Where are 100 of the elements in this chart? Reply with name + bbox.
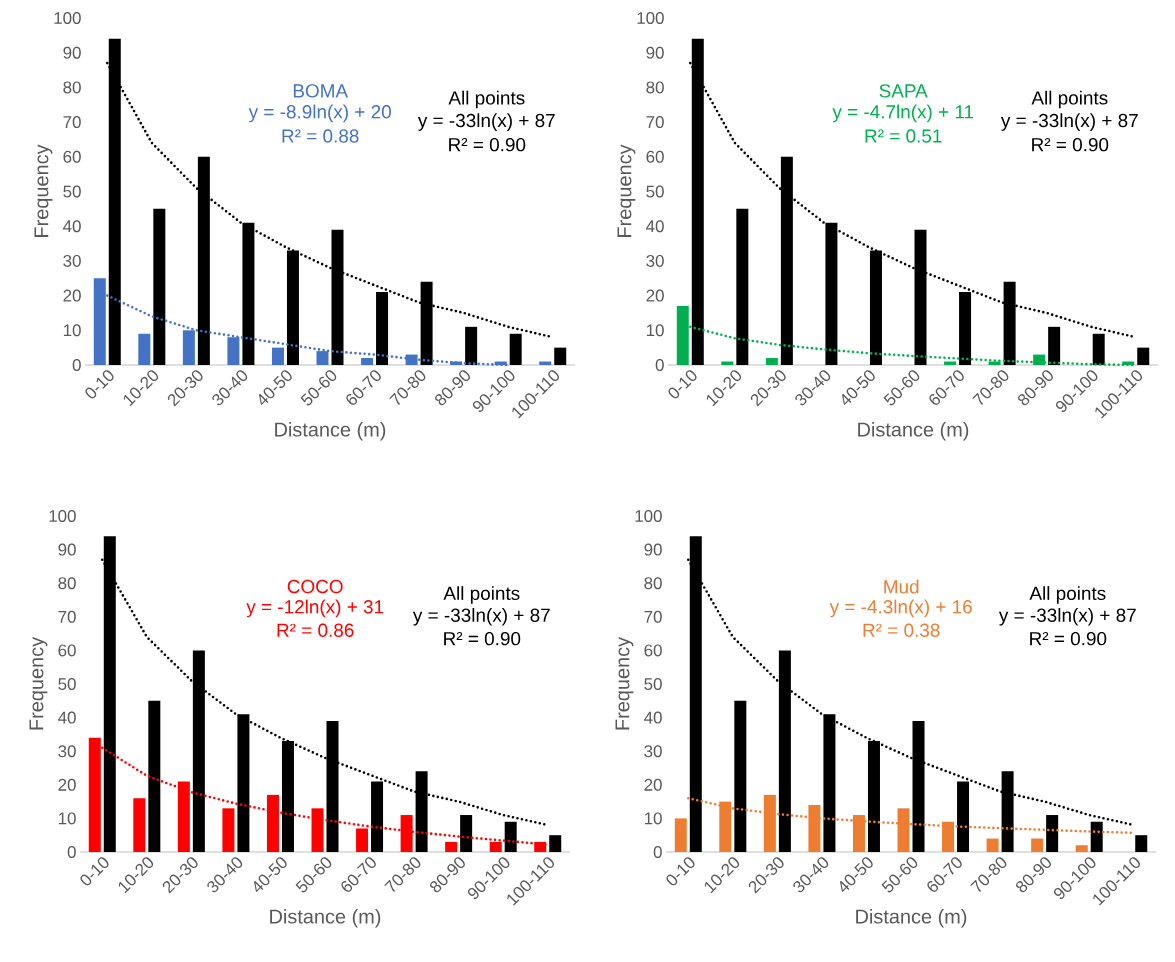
y-tick-label: 10	[58, 812, 76, 825]
y-tick-label: 80	[58, 577, 76, 590]
x-axis-title: Distance (m)	[275, 421, 386, 441]
annotation: y = -33ln(x) + 87	[412, 607, 550, 626]
y-tick-label: 100	[635, 510, 662, 522]
y-tick-label: 70	[646, 116, 664, 129]
bar	[986, 838, 999, 852]
annotation: y = -8.9ln(x) + 20	[248, 104, 391, 123]
y-tick-label: 10	[646, 324, 664, 337]
y-axis-title: Frequency	[615, 636, 634, 730]
bar	[133, 798, 146, 852]
y-tick-label: 90	[58, 543, 76, 556]
y-tick-label: 30	[63, 254, 81, 267]
y-tick-label: 40	[646, 220, 664, 233]
bar	[674, 818, 687, 852]
y-tick-label: 70	[63, 116, 81, 129]
bar	[1135, 835, 1148, 852]
y-tick-label: 60	[63, 150, 81, 163]
bar	[504, 821, 517, 852]
bar	[1075, 845, 1088, 852]
bar	[736, 208, 749, 365]
y-tick-label: 0	[653, 846, 662, 858]
y-tick-label: 100	[49, 510, 76, 522]
bar	[549, 835, 562, 852]
bar	[1048, 326, 1061, 365]
text: SAPA	[879, 84, 928, 98]
annotation: R² = 0.51	[865, 129, 942, 143]
annotation: y = -4.7ln(x) + 11	[832, 104, 974, 123]
bar	[148, 700, 161, 852]
y-tick-label: 20	[63, 289, 81, 302]
bar	[460, 815, 473, 852]
bar	[1031, 838, 1044, 852]
annotation: y = -12ln(x) + 31	[246, 599, 384, 618]
x-axis-title: Distance (m)	[270, 908, 381, 928]
y-tick-label: 30	[646, 254, 664, 267]
y-tick-label: 30	[58, 745, 76, 758]
y-tick-label: 70	[58, 610, 76, 623]
text: COCO	[287, 579, 343, 594]
annotation: R² = 0.88	[282, 129, 359, 143]
y-axis-title: Frequency	[29, 636, 48, 730]
bar	[1092, 333, 1105, 365]
y-tick-label: 50	[644, 678, 662, 690]
bar	[554, 347, 567, 365]
bar	[361, 358, 374, 365]
bar	[153, 208, 166, 365]
annotation: R² = 0.90	[1032, 137, 1109, 152]
annotation: R² = 0.90	[444, 631, 521, 646]
y-tick-label: 40	[58, 711, 76, 724]
y-tick-label: 70	[644, 610, 662, 623]
annotation: y = -33ln(x) + 87	[998, 607, 1136, 626]
y-tick-label: 50	[58, 678, 76, 690]
bar	[1046, 815, 1059, 852]
y-tick-label: 30	[644, 745, 662, 758]
bar	[509, 333, 522, 365]
text: All points	[1029, 586, 1106, 604]
y-tick-label: 10	[644, 812, 662, 825]
y-tick-label: 60	[58, 644, 76, 657]
y-tick-label: 80	[644, 577, 662, 590]
y-tick-label: 100	[637, 11, 664, 24]
text: Mud	[884, 579, 919, 594]
text: BOMA	[293, 84, 349, 98]
y-tick-label: 10	[63, 324, 81, 337]
annotation: y = -33ln(x) + 87	[1000, 113, 1138, 131]
y-tick-label: 80	[646, 81, 664, 94]
bar	[138, 333, 151, 365]
y-tick-label: 20	[58, 778, 76, 791]
bar	[465, 326, 478, 365]
y-tick-label: 20	[644, 778, 662, 791]
bar	[765, 358, 778, 365]
annotation: R² = 0.38	[863, 623, 940, 637]
y-tick-label: 60	[644, 644, 662, 657]
y-tick-label: 50	[646, 185, 664, 198]
y-tick-label: 90	[644, 543, 662, 556]
annotation: y = -33ln(x) + 87	[417, 113, 555, 131]
bar	[271, 347, 284, 365]
bar	[734, 700, 747, 852]
y-tick-label: 90	[63, 46, 81, 59]
bar	[445, 841, 458, 852]
y-tick-label: 60	[646, 150, 664, 163]
text: All points	[448, 90, 525, 109]
bar	[222, 808, 235, 852]
x-axis-title: Distance (m)	[856, 908, 967, 928]
bar	[1137, 347, 1150, 365]
y-tick-label: 40	[644, 711, 662, 724]
y-axis-title: Frequency	[34, 144, 53, 237]
y-axis-title: Frequency	[617, 144, 636, 237]
annotation: y = -4.3ln(x) + 16	[829, 599, 972, 618]
y-tick-label: 100	[54, 11, 81, 24]
y-tick-label: 0	[72, 358, 81, 371]
annotation: R² = 0.86	[277, 623, 354, 637]
y-tick-label: 80	[63, 81, 81, 94]
x-axis-title: Distance (m)	[858, 421, 969, 441]
text: All points	[443, 586, 520, 604]
annotation: R² = 0.90	[449, 137, 526, 152]
y-tick-label: 0	[67, 846, 76, 858]
y-tick-label: 50	[63, 185, 81, 198]
annotation: R² = 0.90	[1030, 631, 1107, 646]
y-tick-label: 0	[655, 358, 664, 371]
y-tick-label: 20	[646, 289, 664, 302]
bar	[1090, 821, 1103, 852]
